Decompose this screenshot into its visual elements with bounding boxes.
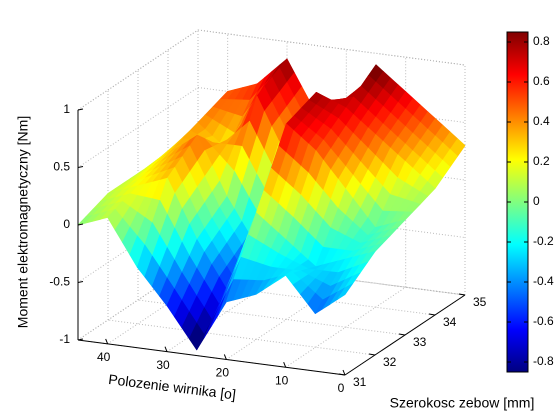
colorbar-tick-label: 0.8 bbox=[533, 34, 550, 48]
z-tick-label: -0.5 bbox=[49, 275, 70, 289]
z-tick-label: 0 bbox=[63, 217, 70, 231]
y-axis bbox=[344, 294, 466, 376]
x-tick bbox=[283, 362, 287, 368]
x-tick bbox=[105, 338, 109, 345]
colorbar-tick-label: 0.2 bbox=[533, 154, 550, 168]
axes: 0 10 20 30 40 31 32 33 34 35 -1 -0.5 0 0.5 1 bbox=[49, 102, 486, 395]
grid-line bbox=[197, 29, 466, 66]
y-tick-label: 31 bbox=[353, 375, 367, 389]
x-tick-label: 0 bbox=[338, 381, 345, 395]
colorbar-tick-label: 0 bbox=[533, 194, 540, 208]
x-tick-label: 40 bbox=[97, 350, 111, 364]
z-tick-label: 0.5 bbox=[53, 160, 70, 174]
z-tick-label: 1 bbox=[63, 102, 70, 116]
colorbar-tick-label: -0.4 bbox=[533, 274, 554, 288]
x-axis bbox=[77, 339, 346, 376]
y-tick bbox=[398, 333, 406, 336]
y-tick-label: 32 bbox=[383, 355, 397, 369]
z-tick-label: -1 bbox=[59, 332, 70, 346]
x-tick-label: 10 bbox=[275, 373, 289, 387]
surface-patch bbox=[337, 283, 353, 300]
colorbar-tick-label: -0.8 bbox=[533, 354, 554, 368]
grid-line bbox=[107, 319, 376, 356]
y-tick-label: 35 bbox=[473, 295, 487, 309]
grid-line bbox=[285, 286, 406, 368]
x-tick bbox=[223, 354, 227, 360]
colorbar-tick-label: 0.4 bbox=[533, 114, 550, 128]
y-axis-label: Szerokosc zebow [mm] bbox=[390, 395, 535, 411]
y-tick bbox=[428, 313, 436, 316]
x-tick-label: 20 bbox=[216, 366, 230, 380]
y-tick bbox=[368, 353, 376, 356]
grid-line bbox=[77, 29, 199, 111]
grid-line bbox=[77, 87, 199, 168]
x-tick bbox=[342, 369, 346, 376]
colorbar-tick-label: -0.6 bbox=[533, 314, 554, 328]
surface bbox=[77, 58, 466, 351]
x-tick bbox=[164, 346, 168, 352]
z-tick bbox=[77, 166, 84, 168]
y-tick bbox=[458, 293, 466, 296]
x-tick-label: 30 bbox=[156, 358, 170, 372]
y-tick-label: 34 bbox=[443, 315, 457, 329]
y-tick-label: 33 bbox=[413, 335, 427, 349]
z-tick bbox=[77, 223, 84, 226]
z-tick bbox=[77, 281, 84, 283]
colorbar-tick-label: -0.2 bbox=[533, 234, 554, 248]
z-tick bbox=[77, 108, 84, 111]
z-axis-label: Moment elektromagnetyczny [Nm] bbox=[15, 116, 31, 328]
colorbar-tick-label: 0.6 bbox=[533, 74, 550, 88]
